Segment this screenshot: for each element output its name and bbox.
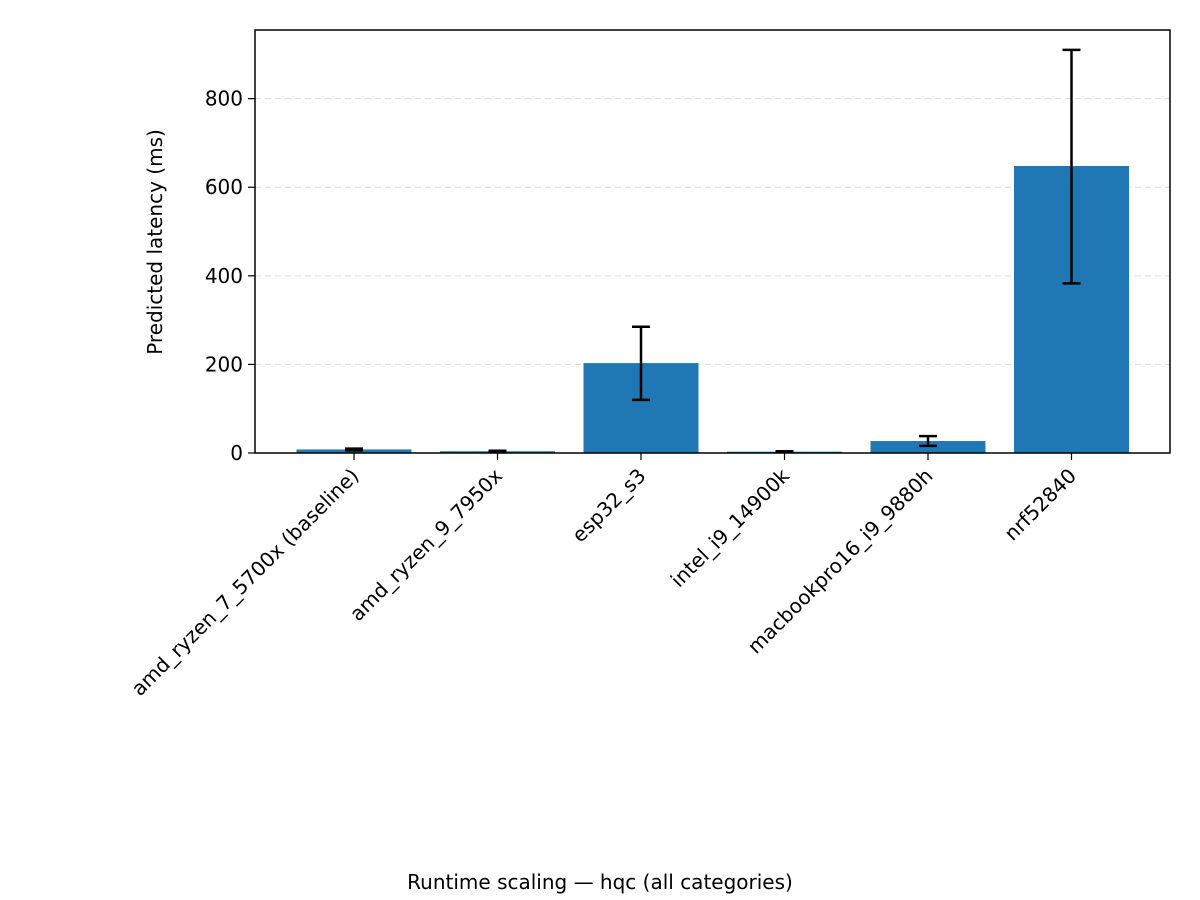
error-bar [632, 325, 650, 402]
error-bar [1062, 48, 1081, 285]
error-bars [345, 48, 1081, 454]
x-tick-label: amd_ryzen_7_5700x (baseline) [127, 464, 364, 701]
y-tick-label: 400 [205, 264, 243, 288]
x-tick-label: amd_ryzen_9_7950x [345, 463, 507, 625]
error-bar [775, 449, 794, 454]
y-tick-label: 800 [205, 87, 243, 111]
y-tick-label: 0 [230, 441, 243, 465]
y-tick-label: 600 [205, 175, 243, 199]
y-axis-label: Predicted latency (ms) [143, 129, 167, 355]
error-bar [345, 447, 363, 452]
x-tick-label: esp32_s3 [567, 464, 650, 547]
error-bar [919, 434, 937, 448]
plot-frame [254, 29, 1171, 454]
x-tick-label: intel_i9_14900k [666, 463, 795, 592]
x-axis-ticks: amd_ryzen_7_5700x (baseline)amd_ryzen_9_… [127, 453, 1081, 701]
y-tick-label: 200 [205, 352, 243, 376]
chart-caption: Runtime scaling — hqc (all categories) [407, 870, 793, 894]
x-tick-label: nrf52840 [999, 464, 1081, 546]
bars [296, 165, 1129, 453]
error-bar [488, 449, 507, 453]
y-axis-ticks: 0 200 400 600 800 [205, 87, 255, 465]
